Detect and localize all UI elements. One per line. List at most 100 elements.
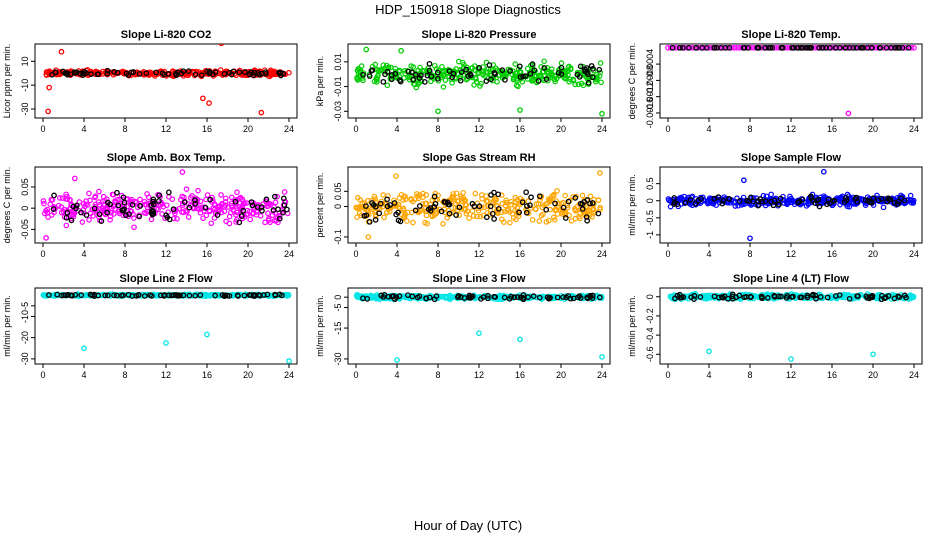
- data-point: [207, 208, 213, 215]
- data-point: [512, 202, 518, 209]
- data-point-black: [161, 71, 168, 78]
- outlier-point: [394, 357, 400, 363]
- data-point-black: [552, 200, 558, 207]
- data-point-black: [391, 200, 398, 206]
- data-point: [479, 195, 485, 202]
- y-axis-label: kPa per min.: [315, 56, 325, 107]
- data-point-black: [488, 76, 494, 83]
- data-point-black: [531, 67, 538, 74]
- data-point-black: [185, 68, 192, 74]
- data-point: [64, 196, 71, 202]
- data-point: [112, 206, 118, 212]
- data-point-black: [275, 206, 281, 213]
- data-point-black: [810, 291, 816, 298]
- outlier-point: [393, 173, 399, 179]
- data-point: [286, 69, 292, 76]
- x-tick-label: 8: [435, 370, 440, 380]
- plot-frame: [34, 287, 298, 365]
- data-point: [200, 215, 206, 222]
- data-point: [470, 213, 477, 219]
- data-point: [695, 199, 702, 206]
- data-point-black: [78, 292, 85, 299]
- data-point: [554, 188, 560, 194]
- data-point-black: [409, 293, 416, 300]
- data-point-black: [192, 197, 198, 203]
- data-point-black: [699, 44, 706, 51]
- data-point-black: [572, 195, 579, 201]
- data-point: [539, 76, 546, 82]
- data-point: [195, 187, 201, 194]
- y-tick-label: -0.0004: [645, 49, 655, 80]
- data-point-black: [596, 66, 603, 73]
- y-axis-label: degrees C per min.: [627, 43, 637, 120]
- data-point-black: [136, 71, 143, 77]
- data-point: [354, 74, 360, 81]
- data-point: [560, 208, 567, 214]
- data-point-black: [720, 197, 727, 204]
- data-point: [768, 191, 774, 198]
- data-point: [104, 207, 110, 213]
- x-tick-label: 16: [202, 124, 212, 134]
- data-point-black: [111, 292, 117, 299]
- data-point-black: [50, 206, 57, 212]
- data-point-black: [815, 196, 822, 203]
- data-point: [415, 67, 421, 74]
- y-tick-label: -30: [333, 352, 343, 365]
- data-point-black: [166, 216, 173, 223]
- data-point-black: [881, 295, 888, 302]
- y-tick-label: -30: [20, 352, 30, 365]
- data-point: [117, 197, 123, 203]
- data-point-black: [499, 67, 506, 73]
- data-point-black: [483, 214, 490, 221]
- data-point: [396, 67, 403, 74]
- data-point: [472, 74, 479, 81]
- data-point: [189, 292, 195, 299]
- y-tick-label: 0.5: [645, 177, 655, 190]
- data-point-black: [395, 217, 402, 224]
- data-point-black: [236, 219, 243, 226]
- data-point: [449, 80, 455, 86]
- data-point-black: [755, 44, 762, 51]
- data-point-black: [389, 293, 395, 300]
- data-point-black: [120, 194, 127, 201]
- data-point: [529, 216, 536, 223]
- data-point-black: [62, 70, 69, 77]
- data-point-black: [463, 66, 469, 73]
- data-point-black: [797, 294, 804, 301]
- data-point-black: [516, 63, 523, 70]
- data-point-black: [444, 199, 451, 206]
- data-point: [70, 209, 77, 215]
- data-point-black: [240, 207, 247, 214]
- data-point: [550, 214, 557, 221]
- data-point-black: [434, 69, 441, 76]
- data-point: [910, 197, 917, 204]
- data-point: [247, 216, 254, 223]
- data-point-black: [421, 79, 428, 85]
- data-point-black: [589, 200, 596, 206]
- data-point-black: [558, 64, 565, 71]
- data-point-black: [250, 72, 257, 79]
- data-point-black: [192, 71, 199, 78]
- y-tick-label: -1: [645, 231, 655, 239]
- data-point-black: [495, 191, 502, 198]
- panel-9: Slope Line 4 (LT) Flow 0 4 8 12 16 20 24 -0.6 -0.…: [627, 273, 923, 380]
- data-point: [107, 213, 114, 220]
- data-point-black: [867, 198, 874, 205]
- data-point-black: [762, 44, 768, 51]
- y-axis-label: percent per min.: [315, 172, 325, 237]
- data-point-black: [366, 218, 373, 225]
- data-point-black: [432, 200, 439, 207]
- data-point-black: [107, 201, 113, 208]
- data-point: [469, 208, 476, 214]
- data-point: [402, 193, 408, 200]
- data-point: [371, 78, 378, 85]
- data-point: [383, 209, 390, 216]
- x-tick-label: 12: [474, 370, 484, 380]
- data-point-black: [137, 203, 144, 209]
- x-tick-label: 0: [353, 370, 358, 380]
- data-point-black: [276, 215, 283, 222]
- outlier-point: [747, 235, 753, 242]
- data-point: [415, 195, 422, 202]
- outlier-point: [204, 331, 210, 338]
- y-tick-label: 0: [333, 295, 343, 300]
